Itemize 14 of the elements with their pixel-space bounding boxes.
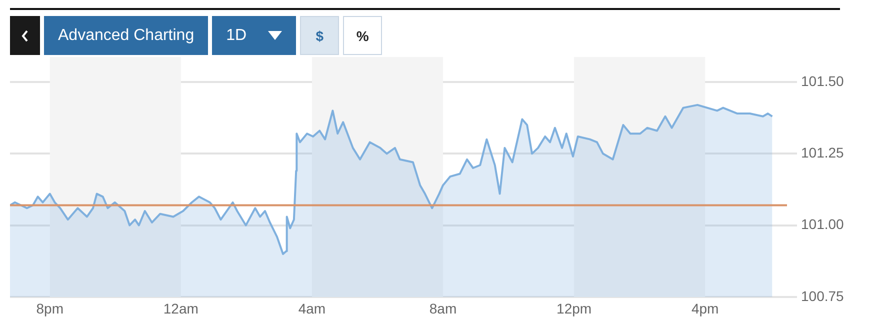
text: % [356, 28, 369, 44]
x-tick-label: 4am [298, 300, 326, 316]
x-tick-label: 8pm [36, 300, 64, 316]
x-tick-label: 8am [429, 300, 457, 316]
text: $ [316, 28, 324, 44]
y-tick-label: 101.50 [801, 72, 844, 89]
x-tick-label: 12pm [556, 300, 592, 316]
text: 1D [226, 26, 247, 44]
y-tick-label: 101.25 [801, 144, 844, 161]
text: Advanced Charting [58, 26, 194, 44]
y-tick-label: 101.00 [801, 216, 844, 232]
x-tick-label: 4pm [691, 300, 719, 316]
x-tick-label: 12am [163, 300, 198, 316]
y-tick-label: 100.75 [801, 288, 844, 304]
